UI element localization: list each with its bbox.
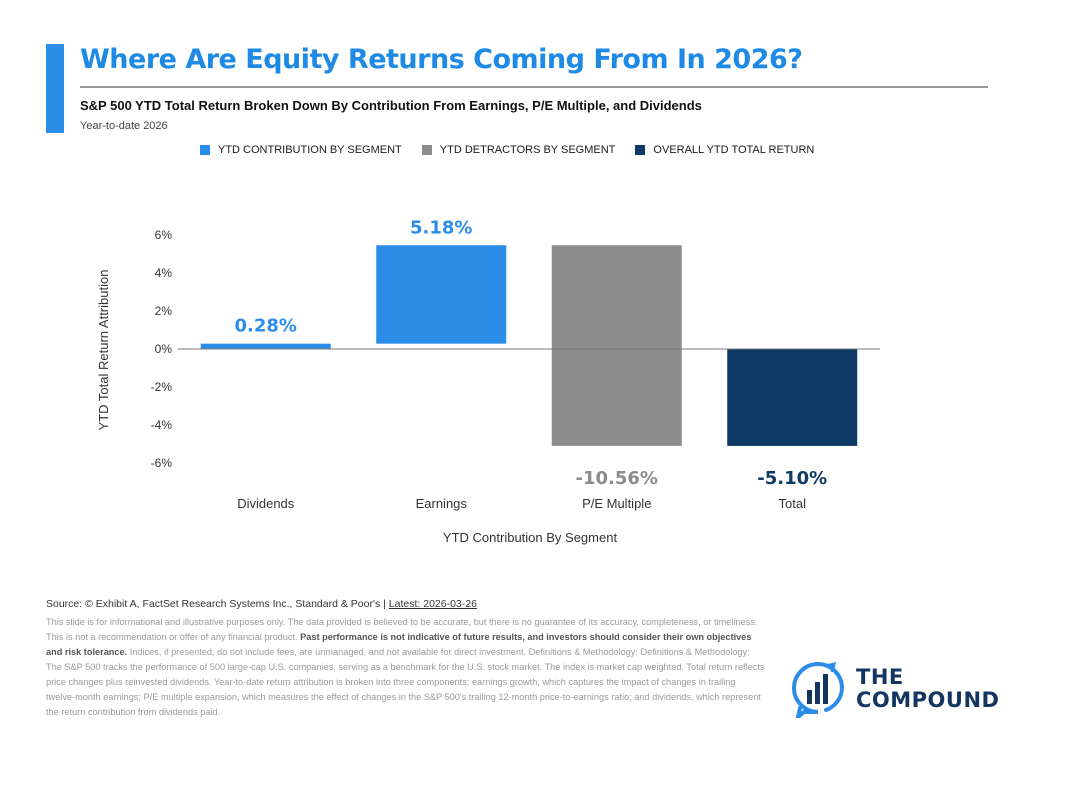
x-tick-label: P/E Multiple xyxy=(582,496,651,511)
y-tick-label: 2% xyxy=(155,304,173,318)
legend-item-detractors: YTD DETRACTORS BY SEGMENT xyxy=(421,144,616,156)
legend-label-detractors: YTD DETRACTORS BY SEGMENT xyxy=(439,144,616,156)
accent-bar xyxy=(46,44,64,133)
source-line: Source: © Exhibit A, FactSet Research Sy… xyxy=(46,598,766,610)
disclaimer: This slide is for informational and illu… xyxy=(46,615,766,720)
page-title: Where Are Equity Returns Coming From In … xyxy=(80,44,803,75)
x-tick-label: Dividends xyxy=(237,496,295,511)
legend-item-total: OVERALL YTD TOTAL RETURN xyxy=(635,144,814,156)
disclaimer-text-1: This slide is for informational and illu… xyxy=(46,617,758,642)
logo-wordmark: THE COMPOUND xyxy=(856,666,999,712)
chat-bubble-bar-chart-icon xyxy=(792,661,845,718)
bar-p-e-multiple xyxy=(551,245,682,446)
legend-swatch-total xyxy=(635,145,646,155)
y-tick-label: 4% xyxy=(155,266,173,280)
x-tick-label: Earnings xyxy=(416,496,468,511)
y-axis-title: YTD Total Return Attribution xyxy=(96,270,111,431)
y-tick-label: -6% xyxy=(151,456,173,470)
legend-label-contribution: YTD CONTRIBUTION BY SEGMENT xyxy=(218,144,402,156)
legend-item-contribution: YTD CONTRIBUTION BY SEGMENT xyxy=(200,144,402,156)
legend-swatch-contribution xyxy=(200,145,210,155)
y-tick-label: -4% xyxy=(151,418,173,432)
y-tick-label: 6% xyxy=(155,228,173,242)
x-axis-title: YTD Contribution By Segment xyxy=(443,530,618,545)
logo: THE COMPOUND xyxy=(790,660,999,718)
data-label: -10.56% xyxy=(576,468,658,489)
y-tick-label: -2% xyxy=(151,380,173,394)
footer: Source: © Exhibit A, FactSet Research Sy… xyxy=(46,598,766,720)
data-label: 0.28% xyxy=(235,316,297,337)
bar-total xyxy=(727,349,858,446)
latest-date-link[interactable]: Latest: 2026-03-26 xyxy=(388,598,477,610)
x-tick-label: Total xyxy=(779,496,807,511)
legend-label-total: OVERALL YTD TOTAL RETURN xyxy=(653,144,815,156)
legend: YTD CONTRIBUTION BY SEGMENT YTD DETRACTO… xyxy=(200,144,814,156)
bar-earnings xyxy=(376,245,507,344)
legend-swatch-detractors xyxy=(421,145,432,155)
chart-subtitle: S&P 500 YTD Total Return Broken Down By … xyxy=(80,98,702,113)
y-tick-label: 0% xyxy=(155,342,173,356)
logo-line-1: THE xyxy=(856,665,904,689)
data-label: -5.10% xyxy=(757,468,827,489)
logo-line-2: COMPOUND xyxy=(856,688,1000,712)
source-text: Source: © Exhibit A, FactSet Research Sy… xyxy=(46,598,389,610)
data-label: 5.18% xyxy=(410,217,472,238)
period-label: Year-to-date 2026 xyxy=(80,120,168,132)
bar-chart: 6% 4% 2% 0% -2% -4% -6% YTD Total Return Attrib… xyxy=(96,217,880,545)
disclaimer-text-2: Indices, if presented, do not include fe… xyxy=(46,647,765,717)
title-divider xyxy=(80,86,988,88)
bar-dividends xyxy=(200,343,331,349)
disclaimer-bold: Past performance is not indicative of fu… xyxy=(46,632,752,657)
